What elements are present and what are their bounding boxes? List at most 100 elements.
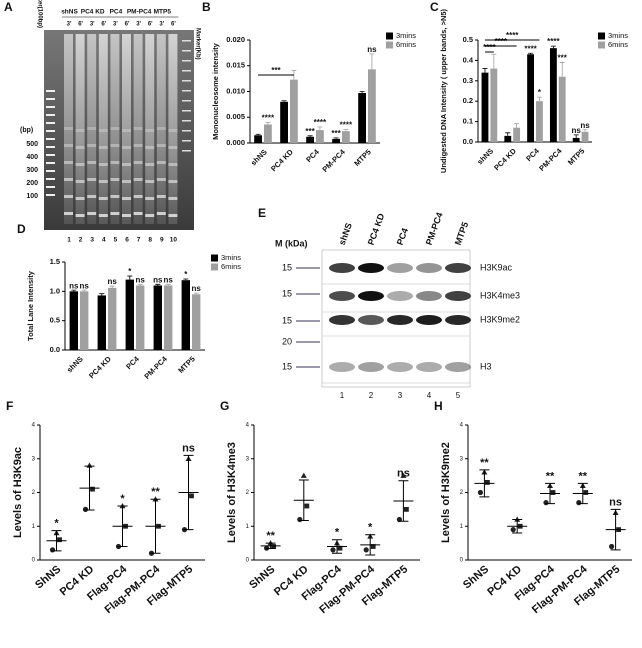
sd-bar <box>365 534 376 556</box>
sd-bar <box>398 480 409 522</box>
error-bar <box>137 283 143 286</box>
nucleosome-band <box>145 180 155 183</box>
error-bar <box>514 123 520 128</box>
lane-number: 5 <box>456 391 461 400</box>
lane-number: 6 <box>125 237 129 244</box>
data-point <box>90 486 95 492</box>
y-axis-label: Levels of H3K9me2 <box>440 442 452 543</box>
significance: ns <box>108 277 118 286</box>
error-bar <box>343 129 349 132</box>
y-tick-label: 0.5 <box>463 35 473 44</box>
nucleosome-band <box>75 163 85 166</box>
nucleosome-band <box>98 197 108 200</box>
blot-band <box>445 263 471 273</box>
row-label: H3K9ac <box>480 262 513 272</box>
significance: ns <box>80 281 90 290</box>
error-bar <box>183 278 189 281</box>
x-tick-label: MTP5 <box>352 147 373 168</box>
error-bar <box>165 283 171 286</box>
legend-label: 3mins <box>608 31 628 40</box>
bar <box>164 285 173 350</box>
bar <box>332 138 340 143</box>
nucleosome-band <box>75 197 85 200</box>
lane-header: PC4 KD <box>366 212 387 247</box>
blot-band <box>358 291 384 301</box>
data-point <box>49 547 56 553</box>
nucleosome-band <box>64 127 73 130</box>
y-tick-label: 3 <box>246 456 250 462</box>
bar <box>306 136 314 143</box>
legend-label: 6mins <box>396 40 416 49</box>
ladder-band <box>182 70 191 72</box>
ladder-band <box>46 106 55 108</box>
blot-band <box>387 362 413 372</box>
nucleosome-band <box>168 197 178 200</box>
significance: **** <box>547 37 560 46</box>
error-bar <box>550 45 556 49</box>
bracket-label: **** <box>483 43 496 52</box>
error-bar <box>109 285 115 288</box>
y-tick-label: 0.0 <box>50 345 60 354</box>
panel-label: E <box>258 206 266 220</box>
significance: * <box>335 527 340 539</box>
nucleosome-band <box>75 214 85 217</box>
bar <box>181 280 190 350</box>
bracket-label: **** <box>506 31 519 40</box>
marker-size: 15 <box>282 262 292 272</box>
bar <box>490 68 498 142</box>
ladder-band <box>182 140 191 142</box>
blot-band <box>358 263 384 273</box>
gel-lane <box>75 34 85 224</box>
y-tick-label: 0.4 <box>463 55 474 64</box>
nucleosome-band <box>75 146 85 149</box>
time-label: 3' <box>113 22 118 28</box>
error-bar <box>99 293 105 296</box>
gel-lane <box>110 34 120 224</box>
ladder-band <box>46 122 55 124</box>
blot-band <box>445 315 471 325</box>
y-tick-label: 3 <box>32 456 36 462</box>
ladder-band <box>182 60 191 62</box>
data-point <box>609 543 615 550</box>
sd-bar <box>84 465 95 511</box>
blot-band <box>329 315 355 325</box>
nucleosome-band <box>133 212 143 215</box>
time-label: 6' <box>101 22 106 28</box>
lane-header: shNS <box>337 221 354 246</box>
x-tick-label: PC4 KD <box>87 354 113 380</box>
bar <box>80 291 89 350</box>
significance: * <box>368 522 373 534</box>
nucleosome-band <box>133 161 143 164</box>
data-point <box>576 500 582 506</box>
ladder-band <box>182 100 191 102</box>
y-tick-label: 0.010 <box>226 86 245 95</box>
y-tick-label: 2 <box>32 490 36 496</box>
bar <box>481 72 489 142</box>
lane-number: 1 <box>67 237 71 244</box>
significance: ns <box>367 45 377 54</box>
nucleosome-band <box>64 212 73 215</box>
ladder-band <box>182 110 191 112</box>
legend-swatch <box>386 41 393 49</box>
size-label: 100 <box>26 193 38 200</box>
panel-label: C <box>430 0 439 14</box>
data-point <box>300 472 307 478</box>
lane-header: PM-PC4 <box>424 211 445 246</box>
error-bar <box>528 52 534 55</box>
legend-swatch <box>211 254 218 262</box>
sd-bar <box>298 479 309 522</box>
nucleosome-band <box>133 178 143 181</box>
marker-size: 20 <box>282 336 292 346</box>
nucleosome-band <box>145 129 155 132</box>
significance: * <box>54 518 59 530</box>
time-label: 3' <box>90 22 95 28</box>
time-label: 3' <box>67 22 72 28</box>
sd-bar <box>265 542 276 550</box>
significance: *** <box>558 54 568 63</box>
nucleosome-band <box>168 129 178 132</box>
row-label: H3 <box>480 361 492 371</box>
nucleosome-band <box>110 161 120 164</box>
lane-group: shNS <box>61 9 78 16</box>
bar <box>513 127 521 142</box>
significance: ns <box>580 121 590 130</box>
